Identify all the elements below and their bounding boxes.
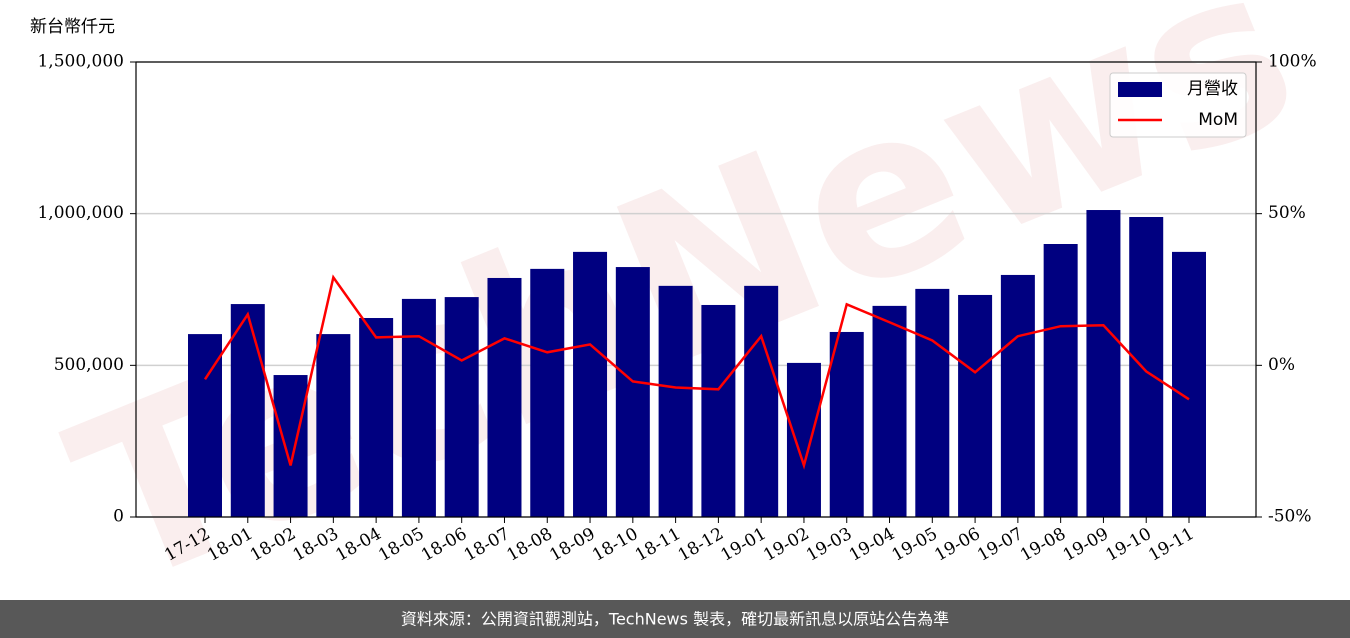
bar [188, 334, 222, 517]
bar [444, 297, 479, 517]
legend-label: 月營收 [1187, 79, 1238, 99]
y-axis-label: 新台幣仟元 [30, 17, 115, 37]
line [203, 274, 1190, 470]
x-tick-label: 19-05 [889, 524, 941, 566]
x-tick-label: 19-03 [803, 524, 855, 566]
x-tick-label: 18-07 [461, 524, 513, 566]
bar [829, 331, 864, 517]
x-tick-label: 19-02 [760, 524, 812, 566]
y2-tick-label: 100% [1268, 52, 1317, 72]
bar [487, 277, 522, 517]
x-tick-label: 19-11 [1145, 524, 1197, 566]
bar [359, 318, 394, 517]
legend-label: MoM [1198, 110, 1238, 130]
footer-bar [0, 600, 1350, 638]
x-tick-label: 19-06 [931, 524, 983, 566]
bar [1129, 217, 1164, 517]
x-tick-label: 19-09 [1060, 524, 1112, 566]
bar [872, 305, 907, 517]
bar [230, 304, 265, 517]
bar [530, 268, 565, 517]
bar [1000, 274, 1035, 517]
bar [915, 288, 950, 517]
bar [1043, 244, 1078, 517]
plot-frame [135, 61, 1257, 518]
y2-tick-label: 0% [1268, 355, 1295, 375]
bar [744, 285, 779, 517]
bar [573, 251, 608, 518]
bar [786, 362, 821, 517]
bar [316, 334, 351, 517]
x-tick-label: 19-07 [974, 524, 1026, 566]
x-tick-label: 19-01 [717, 524, 769, 566]
x-tick-label: 19-10 [1103, 524, 1155, 566]
x-tick-label: 18-11 [632, 524, 684, 566]
bar [401, 298, 436, 517]
x-tick-label: 19-04 [846, 524, 898, 566]
footer-text: 資料來源：公開資訊觀測站，TechNews 製表，確切最新訊息以原站公告為準 [401, 610, 949, 629]
legend-swatch [1118, 82, 1162, 97]
y-tick-label: 0 [113, 507, 124, 527]
bar [701, 304, 736, 517]
x-tick-label: 18-08 [504, 524, 556, 566]
x-tick-label: 18-10 [589, 524, 641, 566]
bar [615, 267, 650, 517]
x-tick-label: 18-12 [675, 524, 727, 566]
x-tick-label: 18-06 [418, 524, 470, 566]
bar [658, 285, 693, 517]
bar [958, 294, 993, 517]
x-tick-label: 19-08 [1017, 524, 1069, 566]
x-tick-label: 18-09 [546, 524, 598, 566]
bar [1086, 210, 1121, 517]
bar [1172, 251, 1206, 518]
legend: 月營收 MoM [1109, 72, 1247, 138]
y-tick-label: 1,500,000 [37, 52, 124, 72]
y-tick-label: 1,000,000 [37, 203, 124, 223]
marks-layer [188, 210, 1206, 518]
y2-tick-label: 50% [1268, 203, 1306, 223]
y2-tick-label: -50% [1268, 507, 1312, 527]
y-tick-label: 500,000 [54, 355, 124, 375]
bar [273, 375, 308, 517]
